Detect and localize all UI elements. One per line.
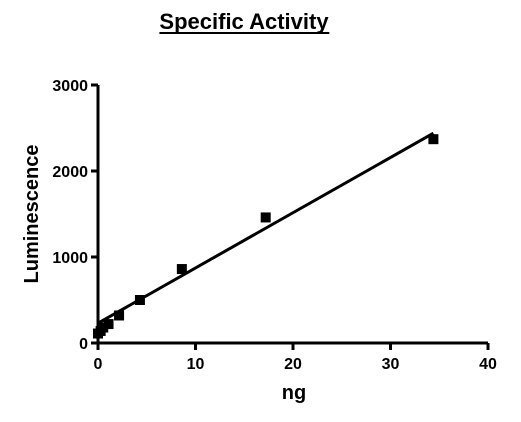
data-point	[134, 295, 145, 305]
y-ticks: 0 1000 2000 3000	[52, 78, 98, 353]
data-point	[103, 319, 114, 330]
x-tick-label: 20	[284, 356, 302, 373]
y-tick-label: 3000	[52, 78, 88, 95]
y-tick-label: 0	[79, 336, 88, 353]
data-point	[98, 322, 109, 333]
x-tick-label: 30	[382, 356, 400, 373]
x-ticks: 0 10 20 30 40	[94, 343, 497, 373]
x-tick-label: 0	[94, 356, 103, 373]
x-tick-label: 40	[479, 356, 497, 373]
data-point	[260, 212, 271, 223]
y-tick-label: 2000	[52, 164, 88, 181]
data-point	[114, 310, 125, 321]
x-tick-label: 10	[187, 356, 205, 373]
data-point	[176, 264, 187, 275]
data-point	[428, 134, 439, 145]
y-tick-label: 1000	[52, 250, 88, 267]
y-axis-label: Luminescence	[21, 145, 43, 284]
data-points	[93, 134, 439, 339]
fit-line	[97, 131, 435, 325]
x-axis-label: ng	[282, 382, 306, 404]
chart-title: Specific Activity	[159, 9, 329, 34]
